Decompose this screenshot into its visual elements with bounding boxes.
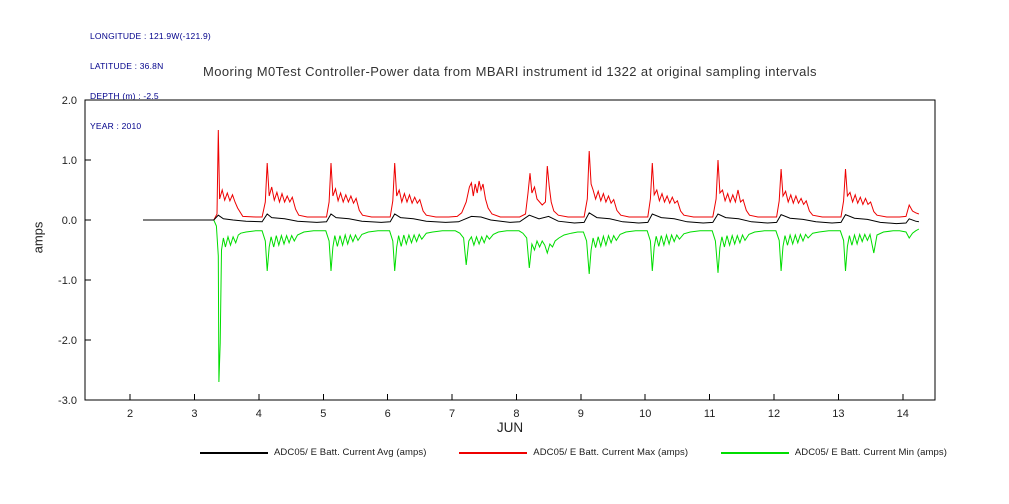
svg-text:7: 7 — [449, 408, 455, 420]
svg-text:10: 10 — [639, 408, 651, 420]
svg-text:6: 6 — [385, 408, 391, 420]
chart-title: Mooring M0Test Controller-Power data fro… — [203, 64, 817, 79]
metadata-depth: DEPTH (m) : -2.5 — [90, 91, 159, 101]
svg-text:2: 2 — [127, 408, 133, 420]
legend-item-min: ADC05/ E Batt. Current Min (amps) — [720, 447, 947, 458]
svg-text:-2.0: -2.0 — [58, 335, 77, 347]
legend-line-avg-icon — [200, 451, 268, 454]
svg-text:1.0: 1.0 — [62, 155, 77, 167]
svg-text:11: 11 — [704, 408, 715, 420]
legend-line-max-icon — [459, 451, 528, 454]
metadata-longitude: LONGITUDE : 121.9W(-121.9) — [90, 31, 211, 41]
svg-text:5: 5 — [320, 408, 326, 420]
metadata-latitude: LATITUDE : 36.8N — [90, 61, 164, 71]
legend-label-min: ADC05/ E Batt. Current Min (amps) — [794, 447, 947, 458]
svg-text:14: 14 — [897, 408, 909, 420]
svg-text:-3.0: -3.0 — [58, 395, 77, 407]
x-axis-label: JUN — [496, 420, 524, 435]
svg-text:3: 3 — [191, 408, 197, 420]
legend-item-avg: ADC05/ E Batt. Current Avg (amps) — [200, 447, 427, 458]
legend-label-max: ADC05/ E Batt. Current Max (amps) — [533, 447, 689, 458]
svg-text:9: 9 — [578, 408, 584, 420]
svg-text:-1.0: -1.0 — [58, 275, 77, 287]
legend-item-max: ADC05/ E Batt. Current Max (amps) — [459, 447, 688, 458]
legend-label-avg: ADC05/ E Batt. Current Avg (amps) — [274, 447, 427, 458]
svg-text:12: 12 — [768, 408, 780, 420]
svg-text:8: 8 — [513, 408, 519, 420]
metadata-year: YEAR : 2010 — [90, 121, 142, 131]
svg-text:13: 13 — [832, 408, 844, 420]
legend-line-min-icon — [720, 451, 789, 454]
svg-text:2.0: 2.0 — [62, 95, 77, 107]
svg-text:0.0: 0.0 — [62, 215, 77, 227]
metadata-block: LONGITUDE : 121.9W(-121.9) LATITUDE : 36… — [90, 11, 211, 151]
legend: ADC05/ E Batt. Current Avg (amps) ADC05/… — [200, 447, 947, 458]
svg-text:4: 4 — [256, 408, 262, 420]
